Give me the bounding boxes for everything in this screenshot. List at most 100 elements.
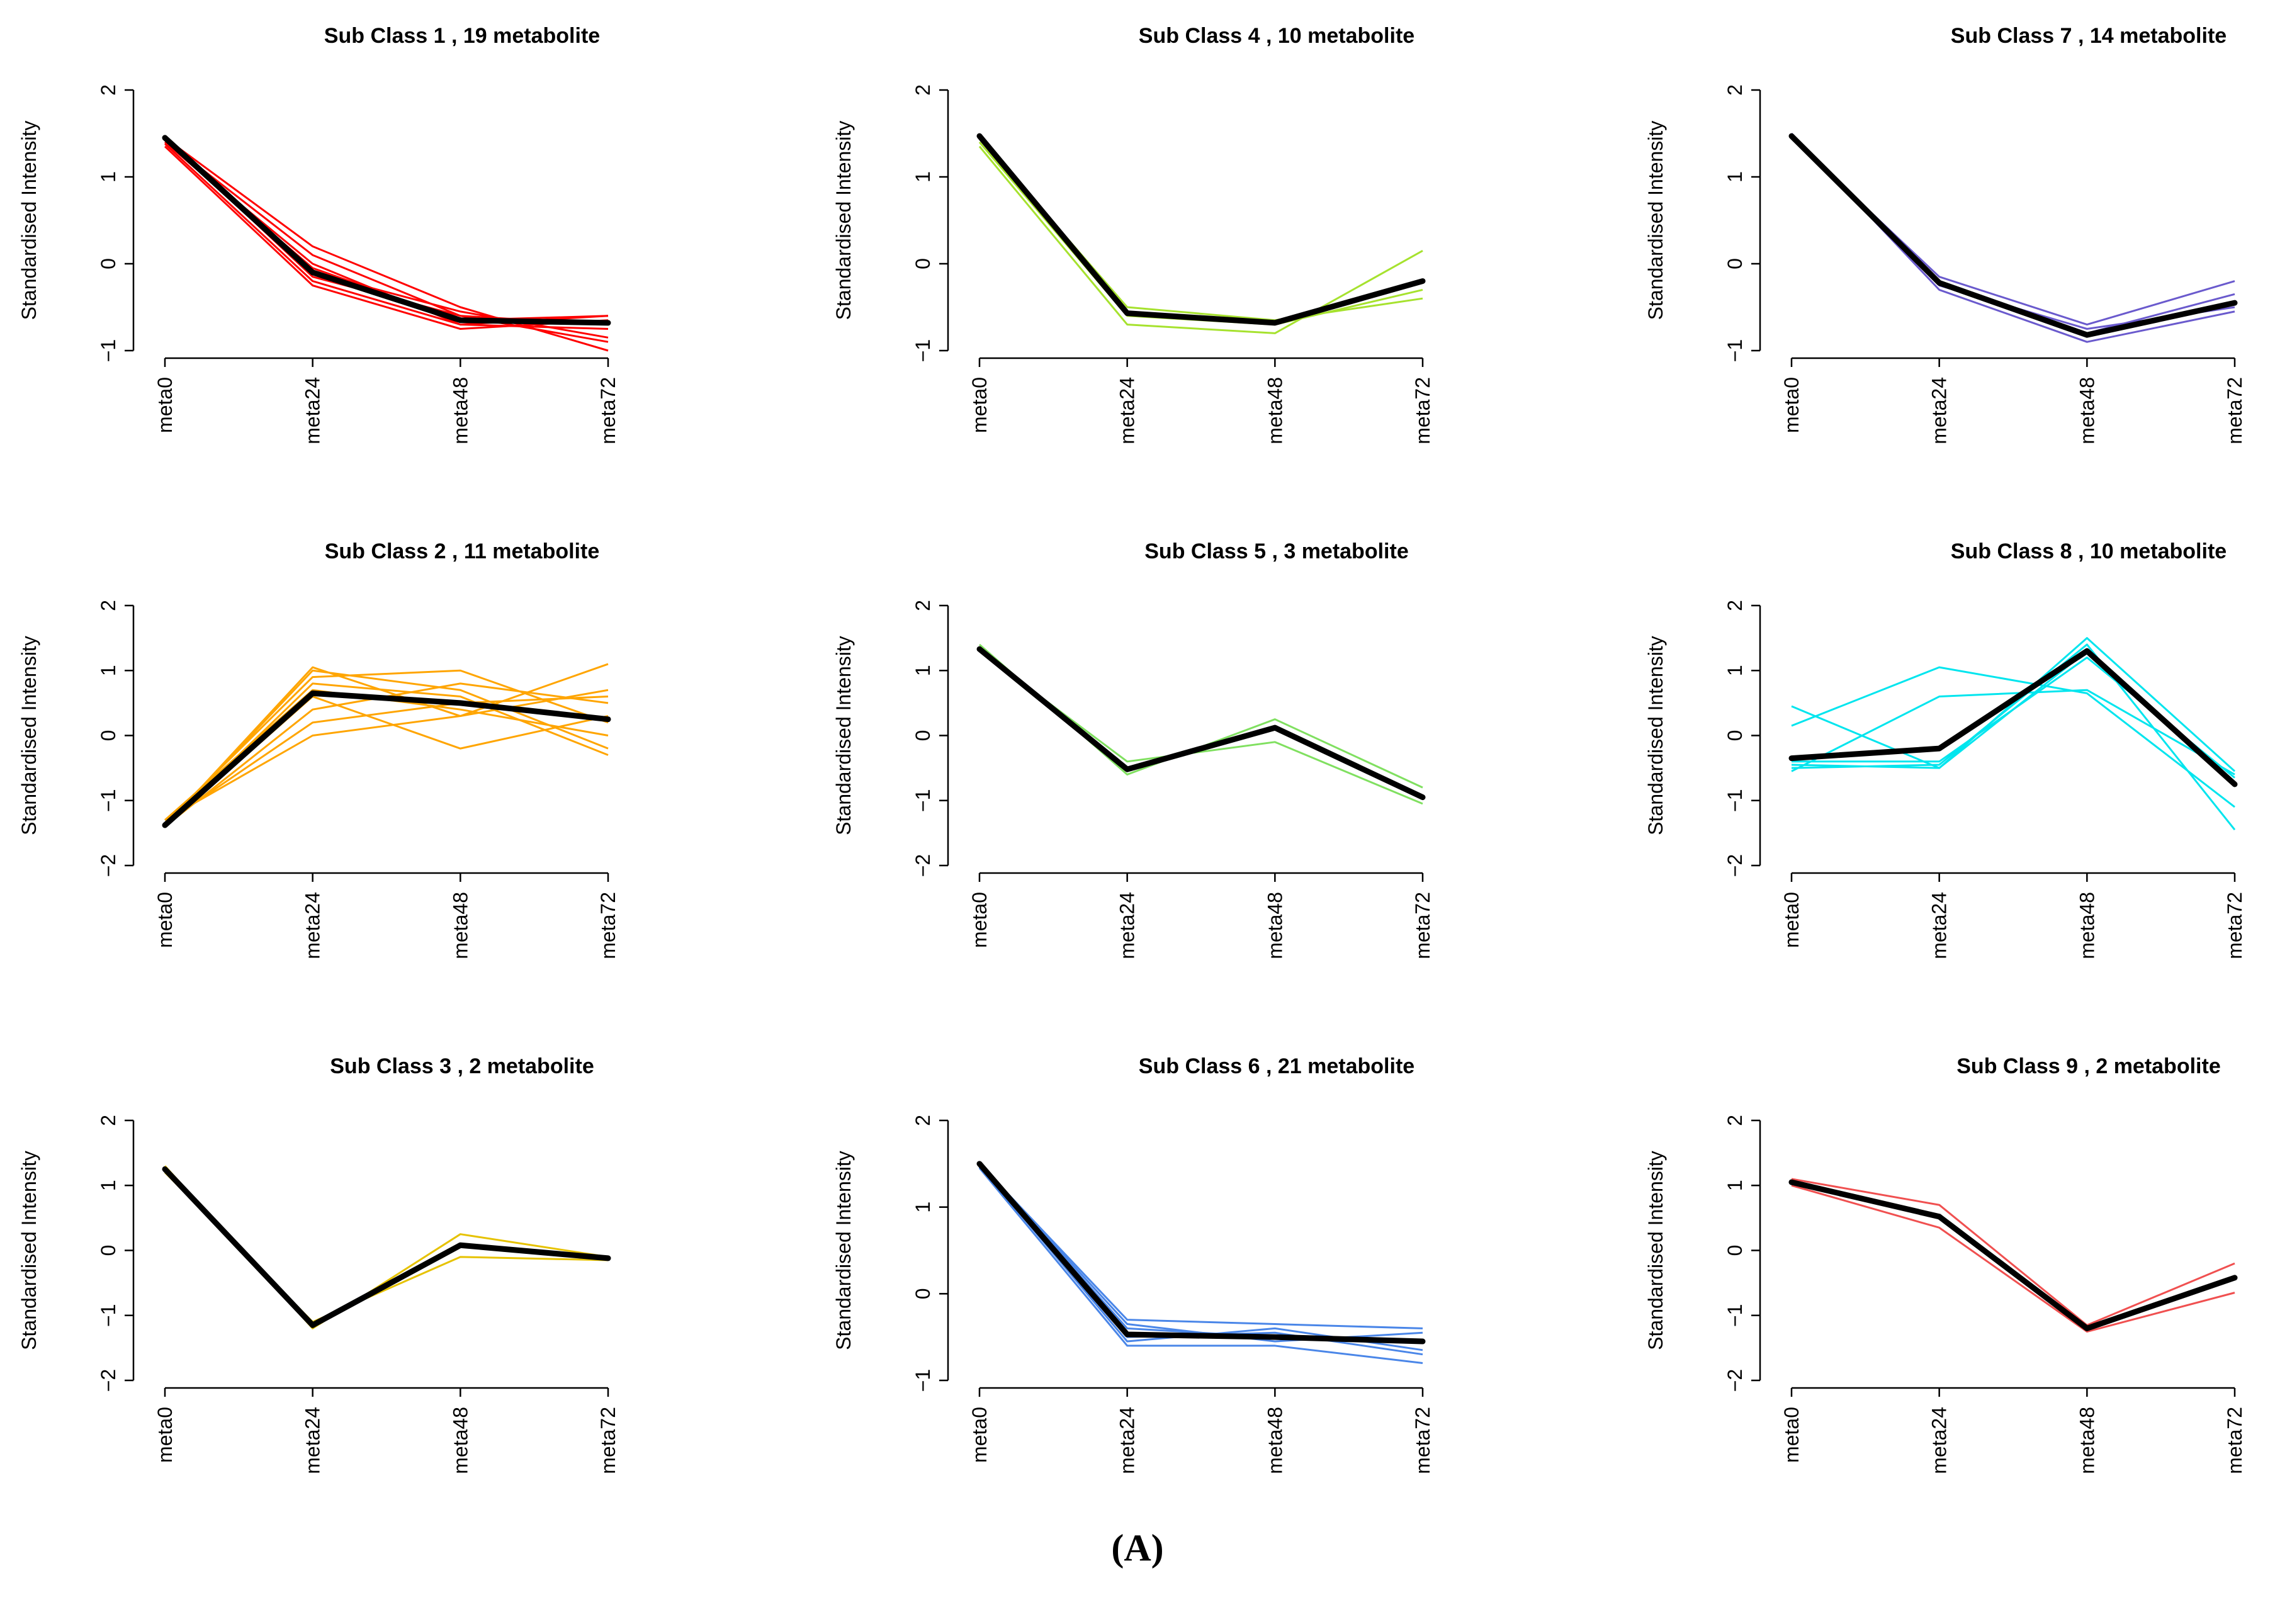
- series-line-1: [1790, 137, 2235, 326]
- x-tick-label: meta0: [1780, 892, 1803, 948]
- series-line-2: [978, 1167, 1423, 1364]
- series-line-5: [1792, 657, 2235, 779]
- y-tick-label: 1: [1724, 171, 1746, 183]
- x-tick-label: meta24: [1116, 892, 1139, 959]
- series-line-3: [1791, 689, 2235, 775]
- series-line-5: [978, 1163, 1423, 1343]
- chart-panel-2: Sub Class 2 , 11 metabolite Standardised …: [18, 539, 619, 959]
- y-axis-label: Standardised Intensity: [18, 1151, 40, 1350]
- panel-title: Sub Class 9 , 2 metabolite: [1956, 1054, 2220, 1078]
- chart-panel-7: Sub Class 7 , 14 metabolite Standardised …: [1644, 24, 2246, 444]
- x-tick-label: meta24: [1116, 377, 1139, 444]
- panel-title: Sub Class 3 , 2 metabolite: [330, 1054, 594, 1078]
- x-tick-label: meta0: [1780, 377, 1803, 433]
- x-tick-label: meta48: [2075, 377, 2098, 444]
- mean-line: [976, 1161, 1426, 1345]
- y-tick-label: −1: [1724, 789, 1746, 812]
- y-tick-label: 1: [1724, 1180, 1746, 1191]
- x-tick-label: meta48: [1263, 1407, 1286, 1474]
- y-tick-label: 0: [1724, 258, 1746, 269]
- y-tick-label: 2: [97, 600, 120, 611]
- x-tick-label: meta72: [2223, 1407, 2246, 1474]
- y-tick-label: 2: [1724, 600, 1746, 611]
- x-tick-label: meta24: [1928, 892, 1951, 959]
- y-tick-label: −1: [912, 1369, 934, 1392]
- x-tick-label: meta48: [2075, 1407, 2098, 1474]
- x-tick-label: meta48: [1263, 377, 1286, 444]
- panel-title: Sub Class 1 , 19 metabolite: [324, 24, 600, 48]
- series-line-3: [979, 646, 1423, 798]
- y-tick-label: −1: [97, 339, 120, 362]
- chart-panel-9: Sub Class 9 , 2 metabolite Standardised I…: [1644, 1054, 2246, 1474]
- y-tick-label: 1: [1724, 665, 1746, 676]
- x-tick-label: meta0: [968, 1407, 991, 1463]
- mean-line: [162, 690, 611, 828]
- series-line-1: [164, 663, 609, 828]
- series-line-1: [164, 1165, 609, 1329]
- mean-line: [162, 135, 611, 326]
- y-tick-label: 2: [97, 84, 120, 96]
- x-tick-label: meta0: [968, 892, 991, 948]
- mean-line: [976, 133, 1426, 326]
- x-tick-label: meta72: [2223, 377, 2246, 444]
- x-tick-label: meta48: [449, 1407, 471, 1474]
- y-tick-label: 0: [97, 258, 120, 269]
- y-tick-label: −1: [912, 789, 934, 812]
- x-tick-label: meta48: [1263, 892, 1286, 959]
- y-tick-label: 2: [97, 1115, 120, 1126]
- y-axis-label: Standardised Intensity: [18, 636, 40, 835]
- chart-panel-6: Sub Class 6 , 21 metabolite Standardised …: [832, 1054, 1434, 1474]
- y-tick-label: 2: [912, 1115, 934, 1126]
- mean-line: [162, 1166, 611, 1328]
- y-tick-label: 0: [1724, 730, 1746, 742]
- y-axis-label: Standardised Intensity: [832, 121, 855, 320]
- chart-panel-8: Sub Class 8 , 10 metabolite Standardised …: [1644, 539, 2246, 959]
- x-tick-label: meta24: [302, 1407, 324, 1474]
- series-line-6: [1791, 650, 2236, 786]
- series-line-2: [1791, 1184, 2235, 1333]
- y-tick-label: −1: [1724, 1304, 1746, 1327]
- x-tick-label: meta24: [1116, 1407, 1139, 1474]
- y-tick-label: 0: [97, 730, 120, 742]
- y-axis-label: Standardised Intensity: [832, 636, 855, 835]
- y-tick-label: −1: [1724, 339, 1746, 362]
- x-tick-label: meta24: [1928, 377, 1951, 444]
- x-tick-label: meta0: [154, 1407, 176, 1463]
- x-tick-label: meta0: [1780, 1407, 1803, 1463]
- y-axis-label: Standardised Intensity: [1644, 121, 1667, 320]
- y-tick-label: 0: [912, 730, 934, 742]
- y-tick-label: 2: [1724, 1115, 1746, 1126]
- x-tick-label: meta72: [1411, 892, 1434, 959]
- y-tick-label: −2: [912, 854, 934, 877]
- y-axis-label: Standardised Intensity: [1644, 1151, 1667, 1350]
- series-line-2: [164, 669, 609, 824]
- y-tick-label: 1: [912, 171, 934, 183]
- x-tick-label: meta72: [597, 377, 619, 444]
- x-tick-label: meta24: [302, 377, 324, 444]
- y-tick-label: 1: [97, 665, 120, 676]
- series-line-7: [164, 696, 609, 825]
- series-line-1: [978, 145, 1423, 334]
- y-tick-label: 2: [912, 600, 934, 611]
- x-tick-label: meta48: [2075, 892, 2098, 959]
- y-tick-label: 2: [1724, 84, 1746, 96]
- x-tick-label: meta72: [2223, 892, 2246, 959]
- y-tick-label: 0: [912, 258, 934, 269]
- y-tick-label: 1: [912, 665, 934, 676]
- x-tick-label: meta72: [597, 1407, 619, 1474]
- y-tick-label: 0: [912, 1288, 934, 1299]
- x-tick-label: meta72: [1411, 377, 1434, 444]
- y-axis-label: Standardised Intensity: [18, 121, 40, 320]
- y-axis-label: Standardised Intensity: [1644, 636, 1667, 835]
- y-tick-label: −2: [97, 854, 120, 877]
- y-tick-label: 1: [97, 171, 120, 183]
- mean-line: [1788, 648, 2238, 787]
- x-tick-label: meta24: [302, 892, 324, 959]
- series-line-4: [164, 689, 609, 821]
- series-line-3: [1790, 135, 2235, 334]
- x-tick-label: meta48: [449, 377, 471, 444]
- y-tick-label: −2: [1724, 1369, 1746, 1392]
- y-tick-label: −2: [97, 1369, 120, 1392]
- panel-title: Sub Class 7 , 14 metabolite: [1951, 24, 2227, 48]
